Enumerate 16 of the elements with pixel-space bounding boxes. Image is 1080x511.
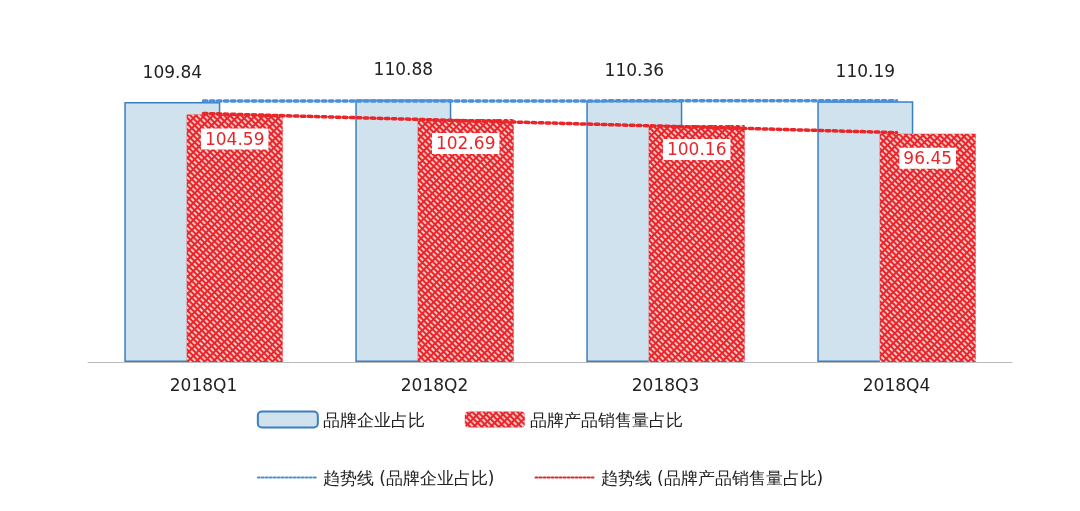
data-label: 109.84 [142, 61, 203, 82]
x-tick-label: 2018Q1 [169, 374, 238, 395]
x-tick-label: 2018Q3 [631, 374, 700, 395]
data-label: 110.36 [604, 60, 665, 81]
data-label: 110.19 [835, 60, 896, 81]
x-tick-label: 2018Q2 [400, 374, 469, 395]
legend-label: 品牌产品销售量占比 [529, 409, 683, 430]
data-label: 102.69 [435, 133, 496, 154]
legend-label: 品牌企业占比 [322, 409, 425, 430]
x-tick-label: 2018Q4 [862, 374, 931, 395]
data-label: 110.88 [373, 59, 434, 80]
legend-label: 趋势线 (品牌企业占比) [322, 467, 495, 488]
data-label: 96.45 [903, 148, 953, 169]
legend-label: 趋势线 (品牌产品销售量占比) [600, 467, 824, 488]
data-label: 100.16 [666, 139, 727, 160]
data-label: 104.59 [204, 128, 265, 149]
